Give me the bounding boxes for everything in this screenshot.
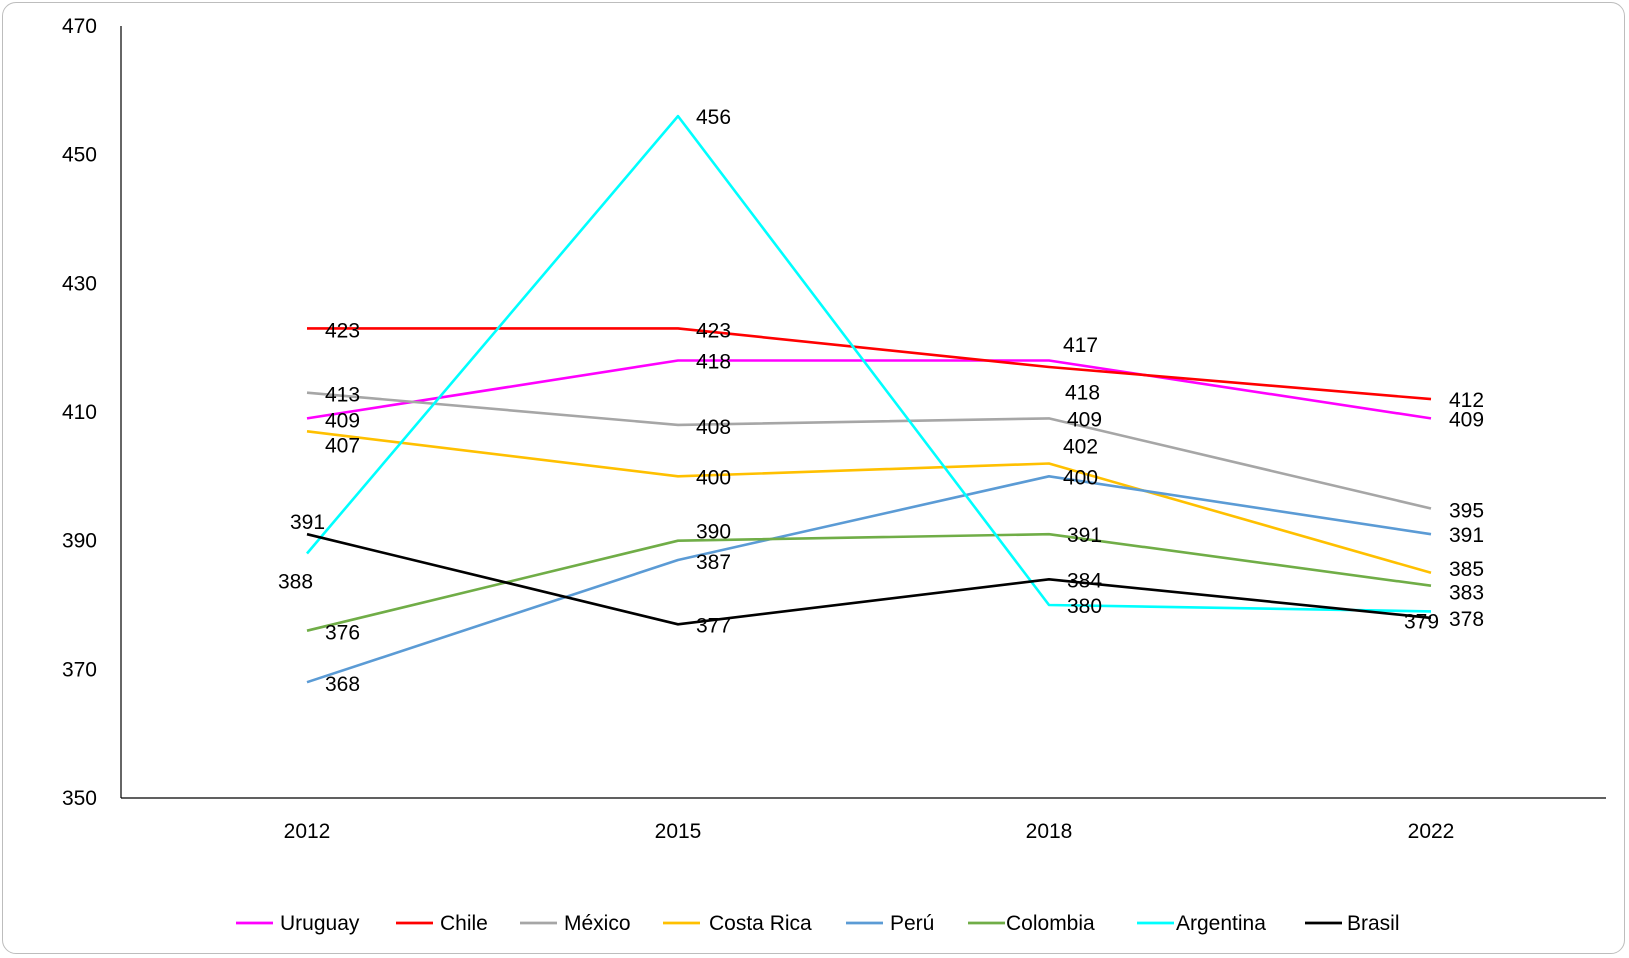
x-tick-label: 2022 bbox=[1408, 820, 1455, 843]
data-label: 390 bbox=[696, 521, 731, 544]
legend-label: Uruguay bbox=[280, 912, 360, 935]
legend-item-méxico: México bbox=[520, 912, 631, 935]
data-label: 379 bbox=[1404, 610, 1439, 633]
legend-item-uruguay: Uruguay bbox=[236, 912, 360, 935]
legend-label: Colombia bbox=[1006, 912, 1095, 935]
legend-label: México bbox=[564, 912, 631, 935]
data-label: 407 bbox=[325, 434, 360, 457]
data-label: 377 bbox=[696, 614, 731, 637]
series-line-colombia bbox=[307, 534, 1431, 631]
y-tick-label: 370 bbox=[62, 658, 97, 681]
data-label: 380 bbox=[1067, 595, 1102, 618]
y-tick-label: 390 bbox=[62, 530, 97, 553]
legend-item-argentina: Argentina bbox=[1137, 912, 1266, 935]
y-tick-label: 450 bbox=[62, 144, 97, 167]
data-label: 378 bbox=[1449, 608, 1484, 631]
data-label: 388 bbox=[278, 571, 313, 594]
data-label: 383 bbox=[1449, 582, 1484, 605]
data-label: 400 bbox=[1063, 466, 1098, 489]
legend-label: Costa Rica bbox=[709, 912, 812, 935]
legend-item-perú: Perú bbox=[846, 912, 934, 935]
data-label: 409 bbox=[325, 409, 360, 432]
data-label: 423 bbox=[325, 319, 360, 342]
data-label: 402 bbox=[1063, 435, 1098, 458]
series-line-brasil bbox=[307, 534, 1431, 624]
data-label: 391 bbox=[1067, 524, 1102, 547]
data-label: 412 bbox=[1449, 389, 1484, 412]
legend-item-chile: Chile bbox=[396, 912, 488, 935]
data-label: 387 bbox=[696, 551, 731, 574]
data-label: 456 bbox=[696, 106, 731, 129]
y-tick-label: 430 bbox=[62, 272, 97, 295]
series-line-costa-rica bbox=[307, 431, 1431, 573]
data-label: 391 bbox=[1449, 524, 1484, 547]
data-label: 423 bbox=[696, 319, 731, 342]
legend-item-colombia: Colombia bbox=[968, 912, 1095, 935]
legend-item-brasil: Brasil bbox=[1305, 912, 1400, 935]
legend-label: Perú bbox=[890, 912, 934, 935]
data-label: 413 bbox=[325, 384, 360, 407]
data-label: 376 bbox=[325, 622, 360, 645]
legend-label: Argentina bbox=[1176, 912, 1266, 935]
data-label: 418 bbox=[1065, 382, 1100, 405]
data-label: 384 bbox=[1067, 569, 1102, 592]
legend-label: Chile bbox=[440, 912, 488, 935]
series-lines bbox=[307, 116, 1431, 682]
data-label: 391 bbox=[290, 511, 325, 534]
legend-item-costa-rica: Costa Rica bbox=[663, 912, 812, 935]
axes: 350 370 390 410 430 450 470 2012 2015 2018 2022 bbox=[62, 15, 1606, 843]
x-tick-label: 2018 bbox=[1026, 820, 1073, 843]
data-label: 408 bbox=[696, 416, 731, 439]
data-label: 418 bbox=[696, 351, 731, 374]
legend-label: Brasil bbox=[1347, 912, 1400, 935]
x-tick-label: 2015 bbox=[655, 820, 702, 843]
x-tick-label: 2012 bbox=[284, 820, 331, 843]
data-label: 395 bbox=[1449, 500, 1484, 523]
series-line-perú bbox=[307, 476, 1431, 682]
data-label: 385 bbox=[1449, 558, 1484, 581]
series-line-chile bbox=[307, 328, 1431, 399]
data-label: 400 bbox=[696, 466, 731, 489]
data-label: 368 bbox=[325, 673, 360, 696]
data-label: 417 bbox=[1063, 334, 1098, 357]
y-tick-label: 410 bbox=[62, 401, 97, 424]
data-label: 409 bbox=[1067, 408, 1102, 431]
y-tick-label: 470 bbox=[62, 15, 97, 38]
legend: Uruguay Chile México Costa Rica Perú Colombia… bbox=[236, 912, 1400, 935]
y-tick-label: 350 bbox=[62, 787, 97, 810]
